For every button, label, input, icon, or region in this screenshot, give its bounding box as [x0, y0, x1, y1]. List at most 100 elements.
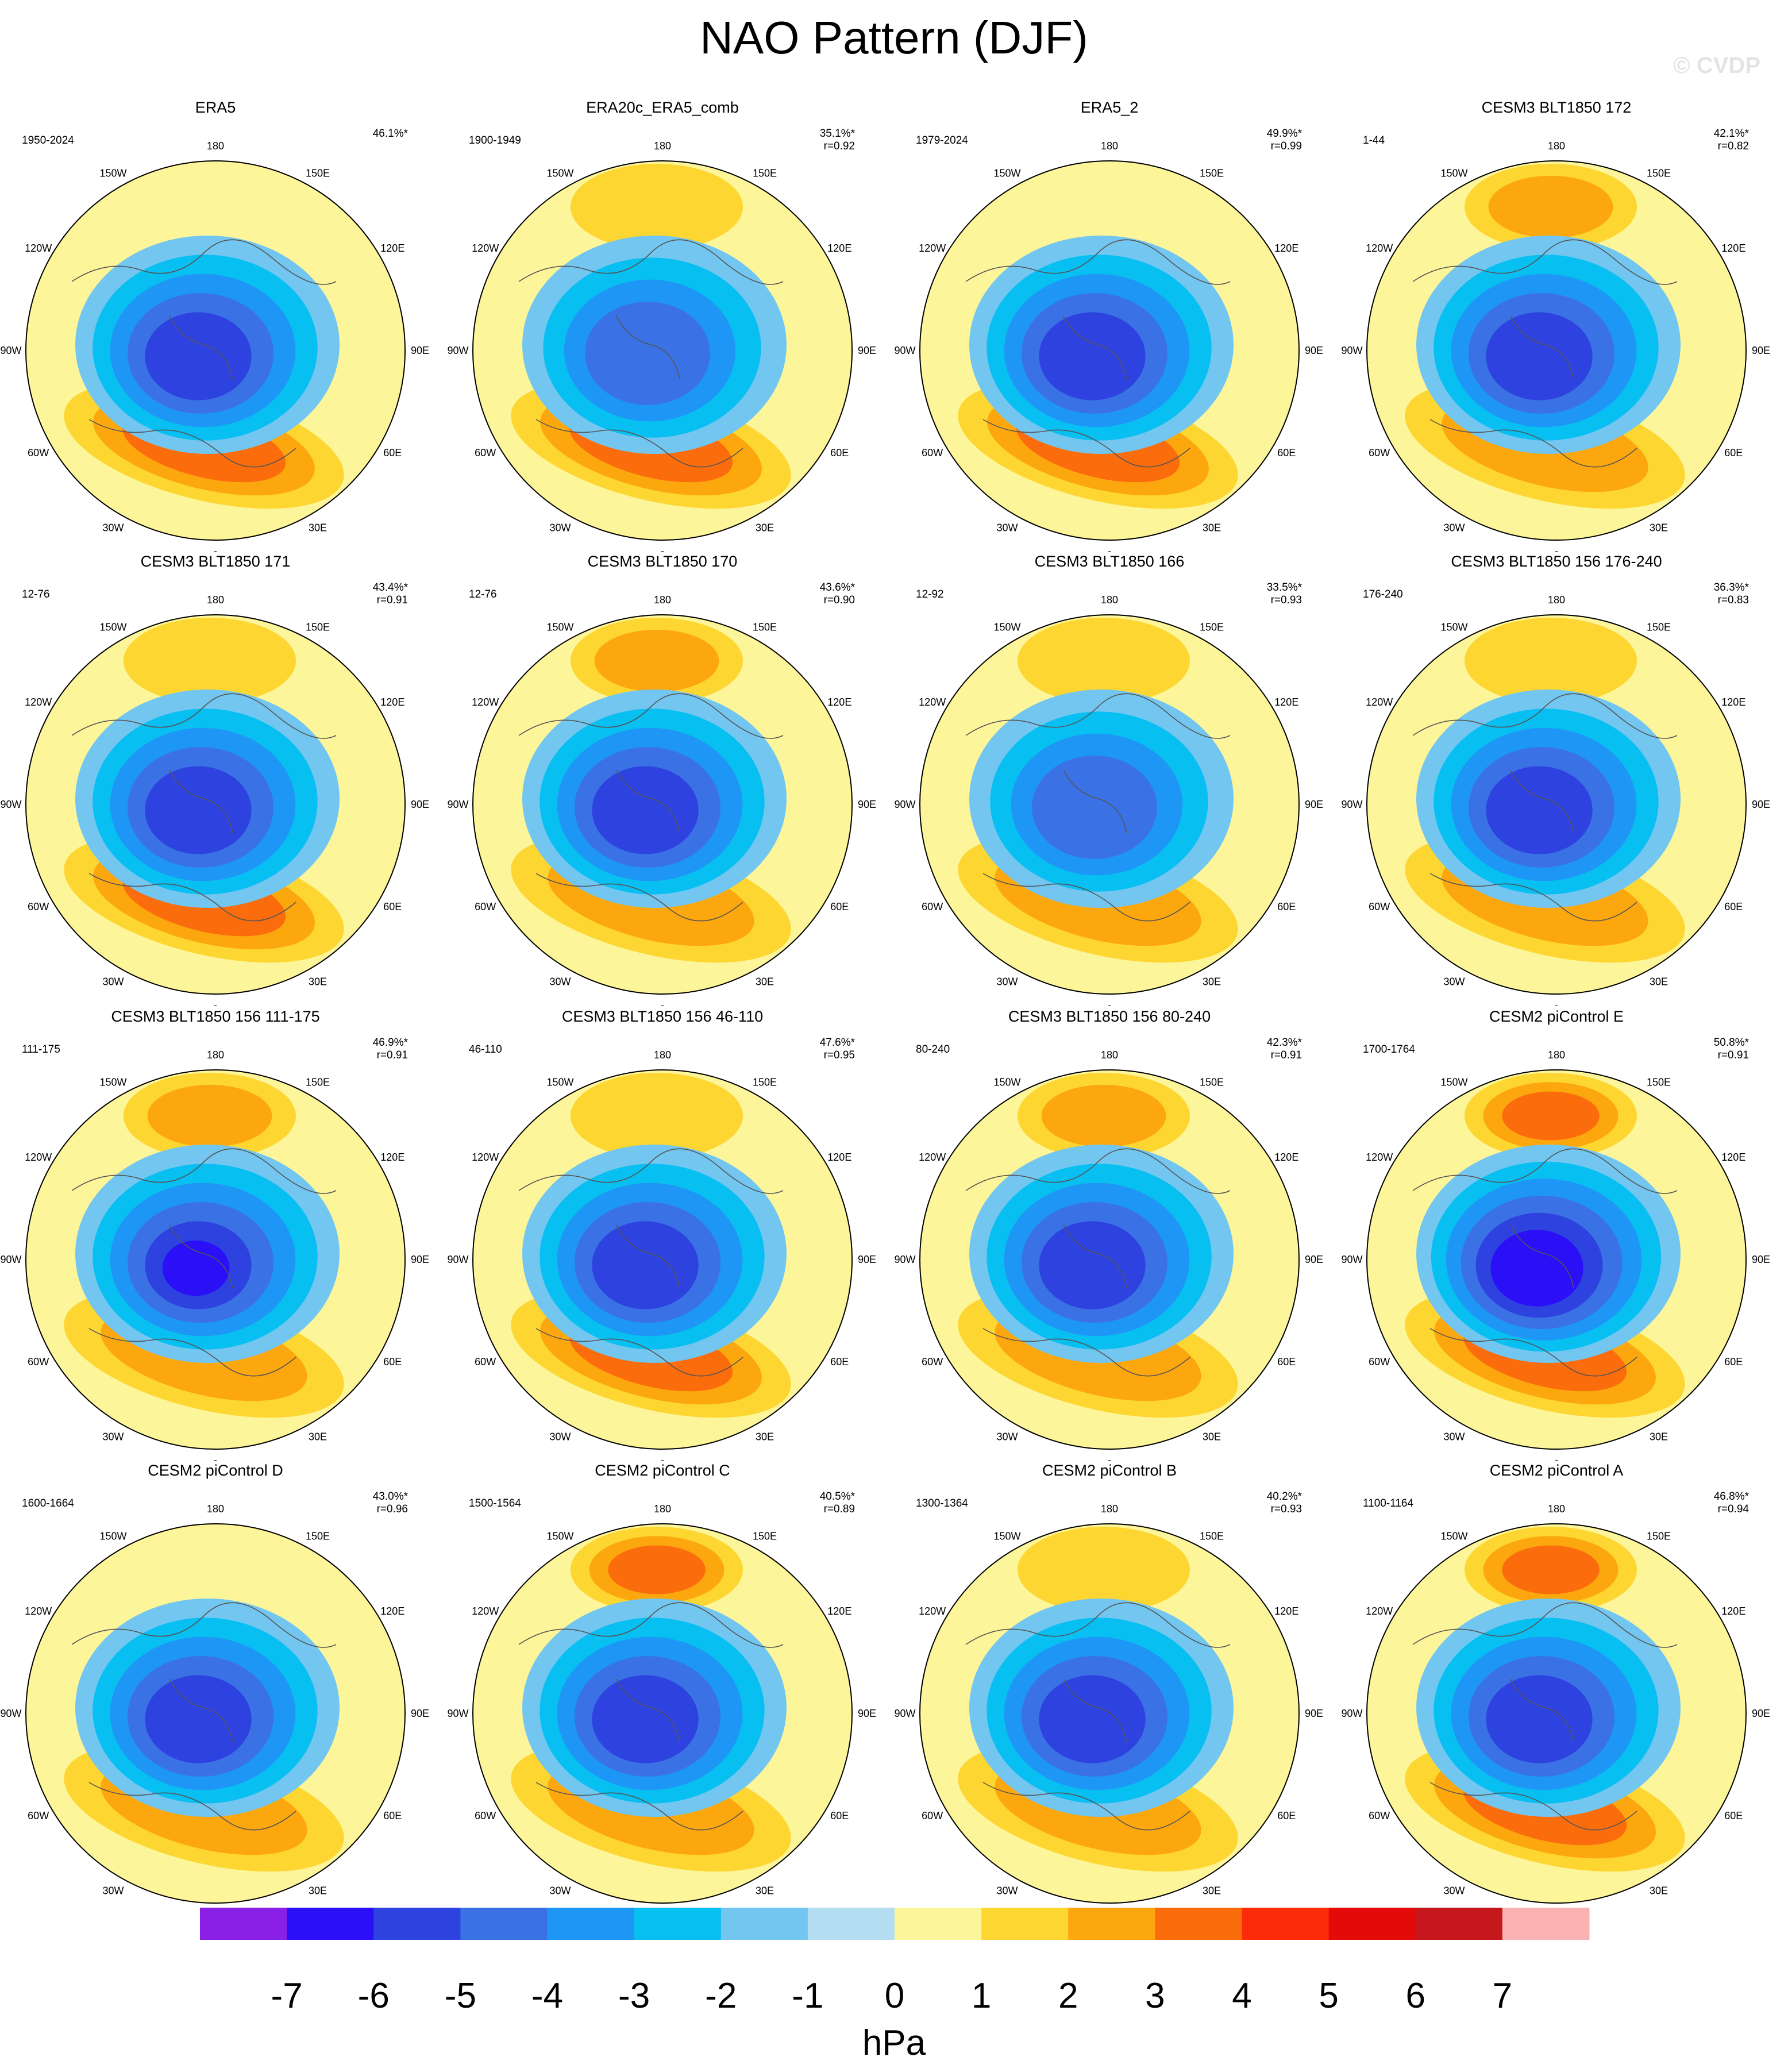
longitude-label: 180 [1101, 594, 1118, 606]
longitude-label: 30W [549, 522, 571, 533]
longitude-label: 120W [919, 696, 946, 708]
longitude-label: 0 [660, 1458, 665, 1461]
panel-title: CESM3 BLT1850 166 [1034, 553, 1185, 570]
longitude-label: 150W [993, 168, 1020, 179]
longitude-label: 180 [654, 1049, 671, 1061]
panel-pct-variance: 43.0%* [372, 1491, 408, 1503]
longitude-label: 30W [102, 1431, 124, 1442]
longitude-label: 120W [1366, 242, 1393, 254]
pacific-high-contour [1520, 1554, 1581, 1585]
longitude-label: 180 [654, 594, 671, 606]
longitude-label: 90W [894, 345, 915, 356]
map-border [1366, 1069, 1747, 1450]
panel-years: 1100-1164 [1363, 1497, 1414, 1509]
longitude-label: 0 [1554, 1458, 1559, 1461]
longitude-label: 60W [28, 901, 49, 912]
longitude-label: 150E [306, 1077, 330, 1088]
longitude-label: 60E [1277, 901, 1296, 912]
map-border [1366, 1523, 1747, 1904]
map-border [919, 614, 1300, 995]
map-panel: CESM3 BLT1850 156 46-110 46-110 47.6%* r=0.… [447, 1007, 878, 1461]
panel-years: 1900-1949 [469, 134, 521, 147]
longitude-label: 180 [207, 140, 224, 152]
longitude-label: 120W [919, 242, 946, 254]
longitude-label: 120W [472, 1151, 499, 1163]
pacific-high-contour [603, 180, 710, 234]
longitude-label: 30W [996, 976, 1018, 987]
colorbar-tick-label: -4 [531, 1976, 564, 2016]
panel-years: 12-92 [916, 588, 944, 600]
longitude-label: 0 [1554, 549, 1559, 552]
longitude-label: 60E [383, 447, 402, 459]
panel-title: CESM3 BLT1850 156 111-175 [111, 1008, 320, 1025]
pacific-high-contour [1497, 634, 1604, 688]
map-border [25, 1523, 406, 1904]
longitude-label: 150W [993, 622, 1020, 633]
coastline [965, 1148, 1231, 1377]
panel-pct-variance: 46.1%* [372, 128, 408, 140]
map-panel: CESM3 BLT1850 171 12-76 43.4%* r=0.91 180 150… [0, 552, 431, 1006]
panel-stats: 40.2%* r=0.93 [1227, 1491, 1302, 1516]
panel-pattern-corr: r=0.91 [1270, 1049, 1302, 1061]
longitude-label: 60W [28, 447, 49, 459]
pacific-high-contour [1520, 1100, 1581, 1131]
longitude-label: 60E [383, 901, 402, 912]
longitude-label: 150E [306, 1531, 330, 1542]
map-panel: ERA20c_ERA5_comb 1900-1949 35.1%* r=0.92 180… [447, 98, 878, 552]
map-panel: CESM2 piControl A 1100-1164 46.8%* r=0.94 18… [1341, 1461, 1772, 1915]
map-border [919, 1069, 1300, 1450]
panel-years: 1600-1664 [22, 1497, 74, 1509]
coastline [1412, 693, 1678, 922]
map-border [25, 160, 406, 541]
longitude-label: 60E [1724, 447, 1743, 459]
longitude-label: 30E [756, 1885, 774, 1896]
longitude-label: 120W [1366, 1605, 1393, 1617]
panel-stats: 35.1%* r=0.92 [780, 128, 855, 153]
polar-map: 180 150E 120E 90E 60E 30E 0 30W 60W 90W 120W 150W [1341, 140, 1770, 552]
coastline [1412, 1148, 1678, 1377]
longitude-label: 120E [1274, 696, 1298, 708]
colorbar-tick-label: 4 [1232, 1976, 1252, 2016]
longitude-label: 60W [922, 447, 943, 459]
longitude-label: 150W [546, 1531, 573, 1542]
longitude-label: 150W [993, 1077, 1020, 1088]
arctic-low-contour [1503, 331, 1571, 387]
longitude-label: 90E [1305, 1254, 1323, 1265]
panel-stats: 43.6%* r=0.90 [780, 581, 855, 607]
panel-stats: 43.0%* r=0.96 [333, 1491, 408, 1516]
longitude-label: 120E [380, 696, 404, 708]
coastline [965, 239, 1231, 468]
panel-pattern-corr: r=0.94 [1717, 1503, 1749, 1515]
coastline [1412, 239, 1678, 468]
panel-years: 46-110 [469, 1043, 502, 1056]
arctic-low-contour [162, 331, 230, 387]
colorbar-bin [287, 1908, 374, 1940]
longitude-label: 30W [549, 976, 571, 987]
longitude-label: 30E [309, 1885, 327, 1896]
longitude-label: 90E [1305, 345, 1323, 356]
longitude-label: 90E [858, 1254, 876, 1265]
arctic-low-contour [606, 323, 685, 389]
longitude-label: 0 [1107, 1003, 1112, 1006]
longitude-label: 30E [1203, 1885, 1221, 1896]
longitude-label: 60W [922, 1356, 943, 1368]
colorbar-bin [200, 1908, 287, 1940]
map-panel: CESM2 piControl B 1300-1364 40.2%* r=0.93 18… [894, 1461, 1325, 1915]
longitude-label: 120W [472, 242, 499, 254]
arctic-low-contour [162, 1240, 230, 1296]
map-border [25, 1069, 406, 1450]
longitude-label: 150E [306, 168, 330, 179]
colorbar-unit: hPa [862, 2023, 926, 2063]
longitude-label: 90W [447, 1708, 468, 1719]
panel-pct-variance: 42.1%* [1713, 128, 1749, 140]
pacific-high-contour [1512, 187, 1589, 226]
longitude-label: 30E [309, 976, 327, 987]
colorbar-bin [1415, 1908, 1503, 1940]
longitude-label: 60E [1724, 1356, 1743, 1368]
longitude-label: 90W [0, 345, 21, 356]
map-panel: CESM3 BLT1850 156 176-240 176-240 36.3%* r=… [1341, 552, 1772, 1006]
longitude-label: 180 [1548, 1049, 1565, 1061]
longitude-label: 0 [660, 549, 665, 552]
colorbar-bin [1155, 1908, 1242, 1940]
panel-pct-variance: 40.5%* [819, 1491, 855, 1503]
